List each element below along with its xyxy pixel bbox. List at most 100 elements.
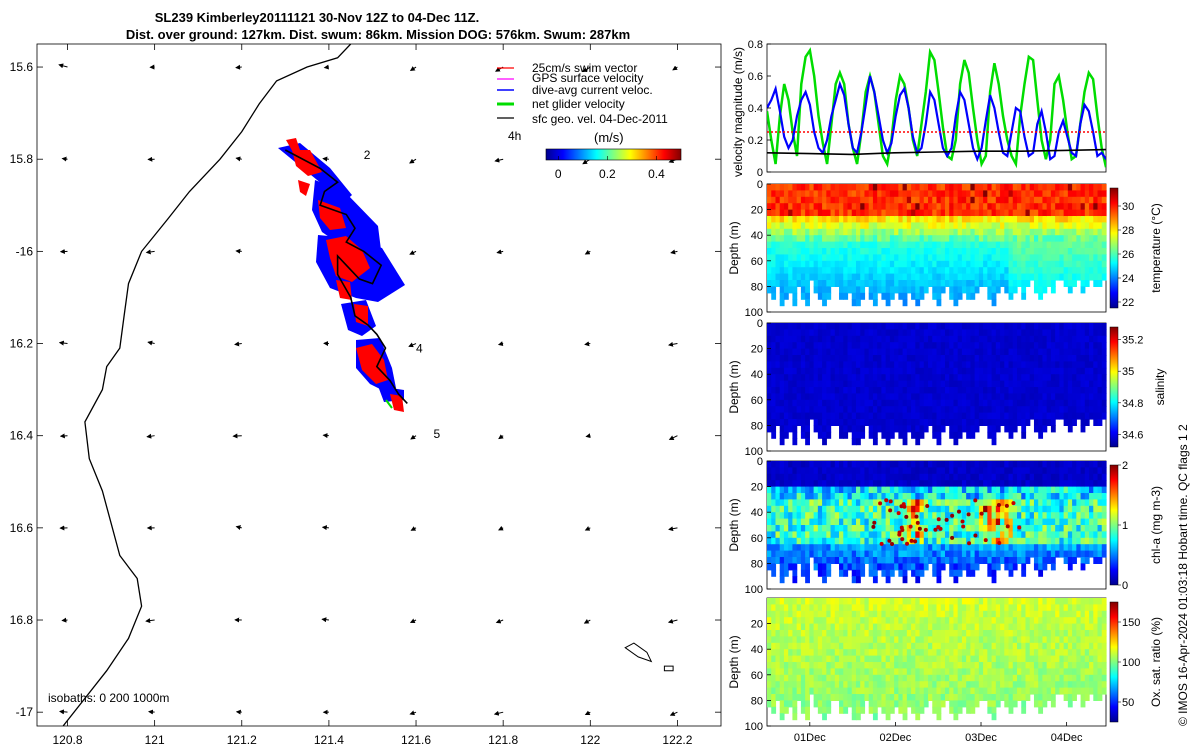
section-cell — [923, 228, 929, 236]
section-cell — [898, 280, 904, 287]
section-cell — [1063, 486, 1069, 494]
section-cell — [1025, 355, 1031, 362]
section-cell — [881, 617, 887, 625]
section-cell — [1089, 473, 1094, 481]
section-cell — [911, 505, 916, 513]
section-cell — [995, 557, 1001, 564]
section-cell — [1025, 419, 1031, 426]
section-cell — [991, 235, 997, 243]
section-cell — [813, 700, 819, 708]
section-cell — [864, 623, 870, 631]
section-cell — [855, 380, 861, 388]
section-cell — [1076, 380, 1082, 388]
section-cell — [1021, 196, 1027, 204]
section-cell — [978, 374, 984, 382]
section-cell — [1097, 412, 1103, 420]
section-cell — [894, 467, 899, 475]
section-cell — [1004, 209, 1010, 217]
section-cell — [1055, 550, 1060, 558]
section-cell — [767, 630, 772, 637]
section-cell — [1050, 280, 1056, 287]
section-cell — [805, 280, 810, 287]
section-cell — [817, 273, 823, 281]
section-cell — [1097, 499, 1103, 507]
section-cell — [834, 273, 840, 281]
section-cell — [932, 361, 938, 369]
section-cell — [991, 280, 997, 287]
section-cell — [771, 662, 777, 669]
section-cell — [872, 438, 878, 446]
section-cell — [809, 598, 815, 605]
section-cell — [1008, 518, 1014, 526]
section-cell — [775, 486, 781, 494]
section-cell — [826, 209, 832, 217]
section-cell — [953, 374, 959, 382]
section-cell — [953, 348, 959, 356]
section-cell — [983, 499, 988, 507]
section-cell — [1000, 374, 1005, 382]
section-cell — [944, 196, 950, 204]
section-cell — [928, 184, 933, 191]
section-cell — [923, 260, 929, 268]
section-cell — [822, 557, 827, 564]
section-cell — [1063, 467, 1069, 475]
section-cell — [805, 222, 810, 230]
section-cell — [928, 525, 933, 532]
map-axis-ticks: 120.8 121 121.2 121.4 121.6 121.8 122 122.215.6… — [10, 44, 721, 747]
section-cell — [800, 254, 806, 262]
chl-hotspot — [960, 519, 965, 524]
section-cell — [902, 248, 908, 255]
section-cell — [783, 355, 789, 362]
section-cell — [923, 280, 929, 287]
section-cell — [936, 203, 942, 211]
section-cell — [1055, 393, 1060, 401]
section-cell — [1097, 461, 1103, 468]
section-cell — [851, 499, 857, 507]
section-cell — [923, 557, 929, 564]
section-cell — [881, 203, 887, 211]
section-cell — [843, 380, 849, 388]
section-cell — [1033, 209, 1039, 217]
section-cell — [889, 499, 895, 507]
section-cell — [932, 412, 938, 420]
section-cell — [1012, 235, 1018, 243]
section-cell — [817, 505, 823, 513]
section-cell — [771, 610, 777, 618]
section-cell — [970, 235, 976, 243]
section-cell — [771, 512, 777, 520]
section-cell — [991, 557, 997, 564]
legend-gps-velocity: GPS surface velocity — [497, 71, 643, 85]
section-cell — [834, 367, 840, 375]
section-cell — [1021, 393, 1027, 401]
section-cell — [834, 499, 840, 507]
section-cell — [872, 461, 878, 468]
section-cell — [995, 361, 1001, 369]
section-cell — [915, 216, 921, 223]
section-cell — [1089, 342, 1094, 350]
section-cell — [1042, 512, 1048, 520]
section-cell — [839, 387, 844, 394]
section-cell — [902, 518, 908, 526]
section-cell — [868, 367, 874, 375]
section-cell — [1042, 196, 1048, 204]
section-cell — [911, 406, 916, 414]
section-cell — [843, 374, 849, 382]
section-cell — [813, 235, 819, 243]
section-cell — [779, 610, 785, 618]
section-cell — [809, 550, 815, 558]
section-cell — [1089, 184, 1094, 191]
section-cell — [991, 216, 997, 223]
section-cell — [1004, 355, 1010, 362]
section-cell — [1089, 329, 1094, 337]
section-cell — [822, 380, 827, 388]
section-cell — [771, 473, 777, 481]
section-cell — [1025, 550, 1031, 558]
section-cell — [885, 512, 891, 520]
section-cell — [783, 425, 789, 433]
section-cell — [796, 342, 802, 350]
section-cell — [1033, 196, 1039, 204]
section-cell — [885, 636, 891, 644]
section-cell — [885, 610, 891, 618]
section-cell — [915, 461, 921, 468]
section-cell — [767, 260, 772, 268]
